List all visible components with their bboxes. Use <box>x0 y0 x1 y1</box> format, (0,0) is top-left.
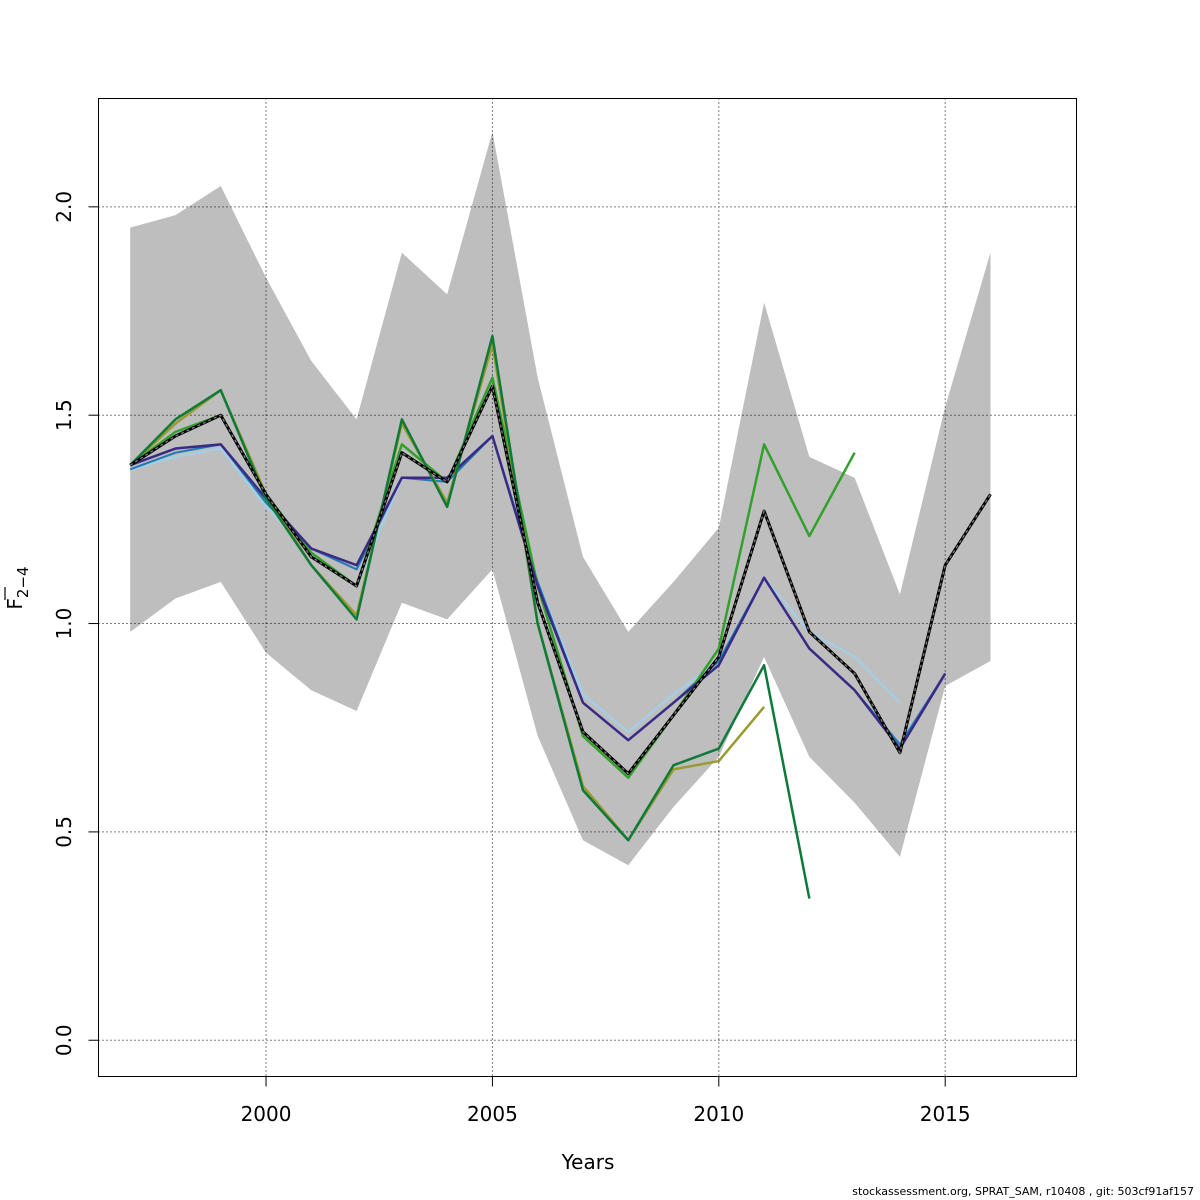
grid-layer <box>98 98 1077 1077</box>
y-axis-title: F2−4 <box>3 566 32 609</box>
y-tick-label: 1.5 <box>52 399 76 431</box>
series-layer <box>129 334 992 899</box>
y-axis-title-main: F <box>3 598 27 610</box>
confidence-band <box>130 131 991 866</box>
series-line-6-base <box>129 384 992 776</box>
svg-text:F2−4: F2−4 <box>3 566 32 609</box>
y-axis: 0.0 0.5 1.0 1.5 2.0 <box>52 191 99 1056</box>
x-tick-label: 2015 <box>920 1102 971 1126</box>
series-line-5 <box>129 334 811 899</box>
y-tick-label: 0.0 <box>52 1024 76 1056</box>
y-axis-title-sub: 2−4 <box>14 566 32 598</box>
y-tick-label-group: 1.5 <box>52 399 76 431</box>
x-axis: 2000 2005 2010 2015 <box>241 1076 971 1126</box>
x-axis-title: Years <box>561 1150 615 1174</box>
footer-credit: stockassessment.org, SPRAT_SAM, r10408 ,… <box>852 1185 1194 1198</box>
x-tick-label: 2005 <box>467 1102 518 1126</box>
confidence-band-layer <box>130 131 991 866</box>
y-tick-label: 1.0 <box>52 608 76 640</box>
y-tick-label-group: 0.5 <box>52 816 76 848</box>
y-tick-label: 2.0 <box>52 191 76 223</box>
y-tick-label-group: 2.0 <box>52 191 76 223</box>
y-tick-label-group: 1.0 <box>52 608 76 640</box>
y-tick-label: 0.5 <box>52 816 76 848</box>
x-tick-label: 2010 <box>693 1102 744 1126</box>
plot-frame <box>98 98 1077 1077</box>
y-tick-label-group: 0.0 <box>52 1024 76 1056</box>
x-tick-label: 2000 <box>241 1102 292 1126</box>
